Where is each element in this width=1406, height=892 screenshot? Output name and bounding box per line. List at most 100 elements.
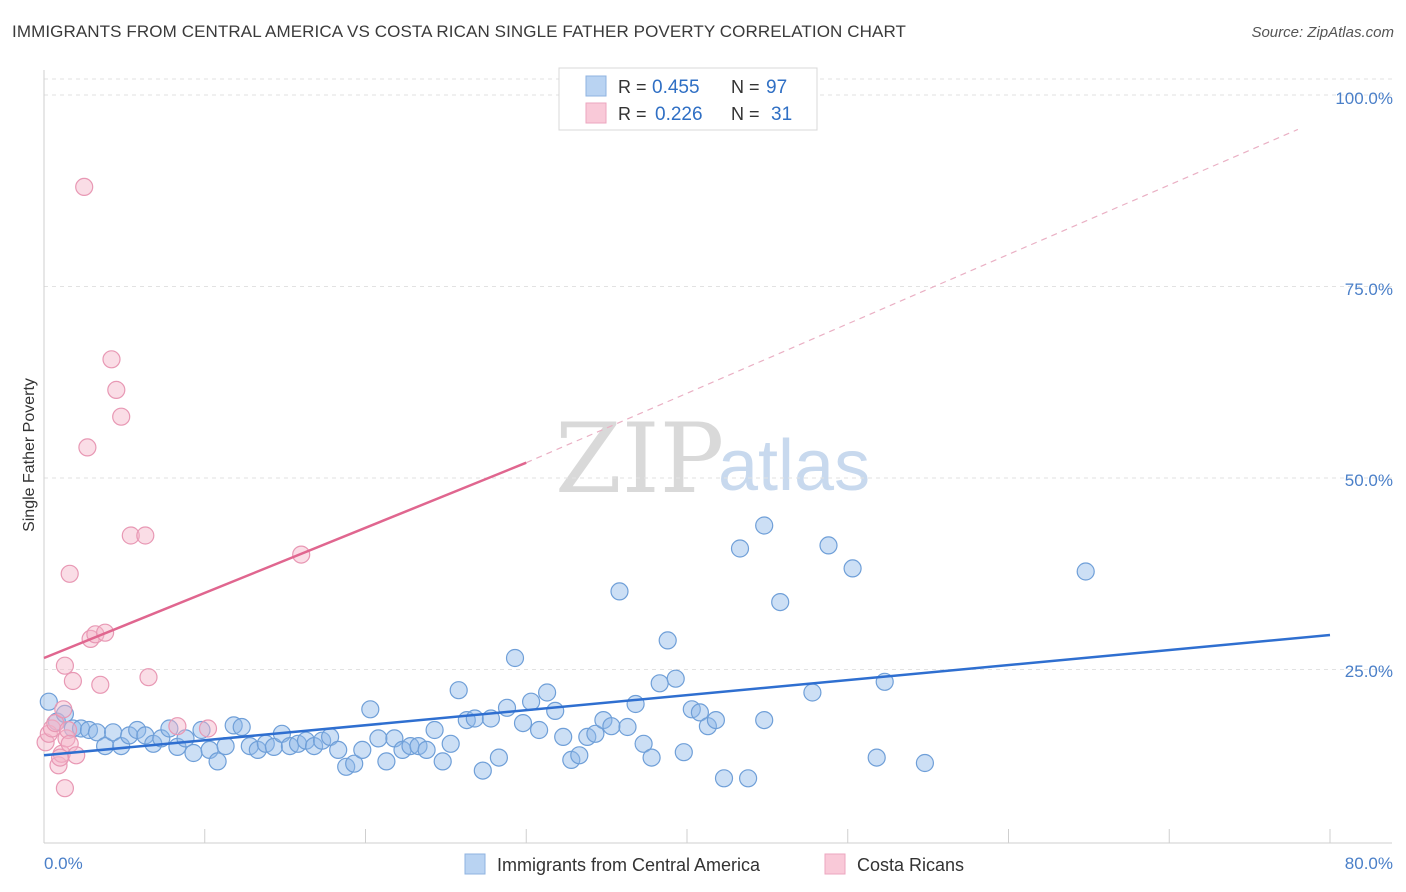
point-central-america (650, 674, 669, 693)
point-costa-rican (136, 526, 155, 545)
series-legend-swatch-blue (464, 853, 486, 875)
y-tick-label-25: 25.0% (1345, 662, 1393, 681)
point-central-america (610, 582, 629, 601)
point-costa-rican (50, 748, 70, 767)
point-central-america (232, 717, 251, 737)
point-central-america (505, 648, 525, 668)
point-central-america (642, 748, 661, 767)
stats-legend: R = 0.455 N = 97 R = 0.226 N = 31 (558, 67, 818, 131)
point-costa-rican (107, 380, 126, 399)
point-central-america (819, 536, 838, 555)
point-central-america (867, 748, 886, 767)
series-legend-swatch-pink (824, 853, 846, 875)
point-costa-rican (102, 350, 121, 369)
point-costa-rican (112, 407, 131, 426)
chart-title: IMMIGRANTS FROM CENTRAL AMERICA VS COSTA… (12, 22, 906, 41)
point-central-america (755, 710, 774, 730)
point-central-america (843, 559, 862, 578)
trend-line-central-america (43, 633, 1331, 757)
point-central-america (618, 717, 637, 737)
x-tick-marks (43, 829, 1331, 843)
point-central-america (626, 694, 645, 714)
legend-n-value-1: 97 (766, 77, 787, 98)
point-costa-rican (121, 526, 140, 545)
point-central-america (216, 736, 235, 756)
point-central-america (602, 717, 621, 736)
point-central-america (417, 740, 436, 760)
x-tick-label-max: 80.0% (1345, 854, 1393, 873)
legend-n-value-2: 31 (771, 104, 792, 125)
point-central-america (361, 700, 380, 719)
point-costa-rican (55, 779, 75, 798)
point-central-america (441, 734, 460, 753)
series-legend: Immigrants from Central America Costa Ri… (464, 853, 964, 875)
point-costa-rican (60, 564, 79, 583)
legend-r-label-1: R = (618, 77, 647, 97)
point-central-america (674, 743, 693, 762)
data-points (36, 177, 1095, 798)
point-costa-rican (78, 438, 97, 457)
watermark: ZIP atlas (555, 403, 870, 515)
point-central-america (730, 539, 750, 558)
point-central-america (537, 683, 557, 702)
point-central-america (521, 692, 541, 711)
point-central-america (554, 727, 573, 747)
point-central-america (513, 713, 533, 733)
watermark-atlas: atlas (718, 426, 870, 506)
point-costa-rican (139, 668, 158, 687)
point-central-america (353, 740, 372, 760)
point-central-america (658, 631, 677, 650)
point-central-america (666, 669, 685, 688)
y-axis-label: Single Father Poverty (21, 378, 38, 532)
point-central-america (184, 743, 203, 763)
watermark-zip: ZIP (555, 403, 724, 515)
point-central-america (369, 729, 388, 748)
point-central-america (449, 681, 468, 700)
legend-swatch-blue (585, 75, 607, 97)
point-central-america (345, 754, 364, 773)
point-central-america (706, 710, 726, 730)
point-central-america (87, 723, 107, 742)
point-costa-rican (49, 756, 68, 775)
point-central-america (546, 701, 565, 721)
point-costa-rican (39, 724, 58, 743)
point-central-america (473, 761, 492, 780)
legend-r-label-2: R = (618, 104, 647, 124)
source-label: Source: ZipAtlas.com (1251, 24, 1394, 41)
legend-n-label-1: N = (731, 77, 760, 97)
point-costa-rican (55, 656, 75, 675)
point-costa-rican (75, 177, 94, 196)
point-costa-rican (63, 671, 83, 691)
y-tick-label-100: 100.0% (1335, 89, 1393, 108)
point-central-america (915, 753, 935, 773)
point-central-america (529, 720, 549, 740)
point-central-america (738, 769, 758, 788)
point-central-america (425, 720, 444, 740)
point-central-america (690, 703, 710, 722)
point-central-america (329, 740, 348, 760)
trend-line-costa-rican-extension (526, 128, 1299, 464)
point-central-america (755, 516, 774, 535)
point-central-america (771, 592, 790, 612)
series-legend-label-2: Costa Ricans (857, 855, 964, 875)
point-central-america (634, 734, 653, 753)
point-central-america (433, 752, 452, 771)
x-tick-label-min: 0.0% (44, 854, 83, 873)
point-central-america (714, 769, 734, 788)
legend-r-value-1: 0.455 (652, 77, 700, 98)
trend-lines (43, 128, 1331, 757)
point-central-america (465, 709, 484, 728)
y-tick-label-75: 75.0% (1345, 280, 1393, 299)
point-costa-rican (58, 720, 78, 740)
point-central-america (377, 752, 396, 771)
series-legend-label-1: Immigrants from Central America (497, 855, 761, 875)
point-central-america (264, 737, 283, 757)
trend-line-costa-rican (43, 461, 527, 660)
legend-n-label-2: N = (731, 104, 760, 124)
point-costa-rican (67, 746, 86, 765)
point-central-america (570, 746, 589, 765)
gridlines (44, 78, 1392, 670)
point-costa-rican (168, 717, 187, 736)
point-central-america (39, 692, 58, 711)
